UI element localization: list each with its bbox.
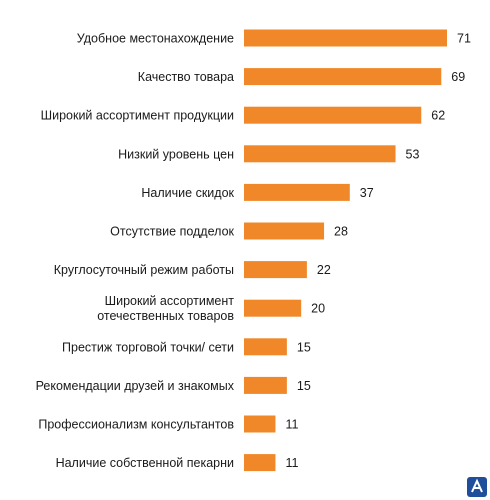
category-label-line: Широкий ассортимент продукции (41, 109, 234, 123)
value-label: 15 (297, 379, 311, 393)
category-label: Наличие собственной пекарни (56, 456, 234, 470)
category-label: Престиж торговой точки/ сети (62, 340, 234, 354)
category-label-line: Рекомендации друзей и знакомых (36, 379, 235, 393)
bar (244, 454, 276, 472)
value-label: 22 (317, 263, 331, 277)
category-label: Широкий ассортимент продукции (41, 109, 234, 123)
value-label: 71 (457, 32, 471, 46)
corner-logo-icon (467, 477, 487, 497)
category-label: Наличие скидок (141, 186, 234, 200)
value-labels: 71 69 62 53 37 28 22 20 15 15 11 11 (285, 32, 471, 471)
value-label: 15 (297, 340, 311, 354)
category-label-line: Наличие скидок (141, 186, 234, 200)
bar (244, 29, 447, 47)
category-label-line: Широкий ассортимент (105, 294, 235, 308)
bar (244, 145, 396, 163)
category-label: Профессионализм консультантов (38, 418, 234, 432)
bar (244, 68, 442, 86)
category-label-line: отечественных товаров (97, 309, 234, 323)
category-label-line: Низкий уровень цен (118, 147, 234, 161)
bar (244, 299, 302, 317)
bars (244, 29, 447, 472)
category-label: Низкий уровень цен (118, 147, 234, 161)
bar (244, 261, 307, 279)
value-label: 69 (451, 70, 465, 84)
value-label: 62 (431, 109, 445, 123)
category-label-line: Удобное местонахождение (77, 32, 234, 46)
category-label: Отсутствие подделок (110, 225, 234, 239)
category-label: Удобное местонахождение (77, 32, 234, 46)
value-label: 11 (285, 456, 298, 470)
bar (244, 376, 287, 394)
value-label: 28 (334, 225, 348, 239)
bar (244, 415, 276, 433)
bar (244, 222, 325, 240)
category-label-line: Наличие собственной пекарни (56, 456, 234, 470)
bar (244, 338, 287, 356)
category-label-line: Качество товара (138, 70, 234, 84)
category-label: Рекомендации друзей и знакомых (36, 379, 235, 393)
category-labels: Удобное местонахождение Качество товара Ши… (36, 32, 235, 471)
category-label-line: Профессионализм консультантов (38, 418, 234, 432)
value-label: 37 (360, 186, 374, 200)
category-label: Широкий ассортимент отечественных товаров (97, 294, 234, 323)
value-label: 20 (311, 302, 325, 316)
bar (244, 183, 350, 201)
value-label: 11 (285, 418, 298, 432)
category-label: Качество товара (138, 70, 234, 84)
value-label: 53 (406, 147, 420, 161)
category-label: Круглосуточный режим работы (54, 263, 234, 277)
category-label-line: Престиж торговой точки/ сети (62, 340, 234, 354)
category-label-line: Круглосуточный режим работы (54, 263, 234, 277)
bar (244, 106, 422, 124)
category-label-line: Отсутствие подделок (110, 225, 234, 239)
